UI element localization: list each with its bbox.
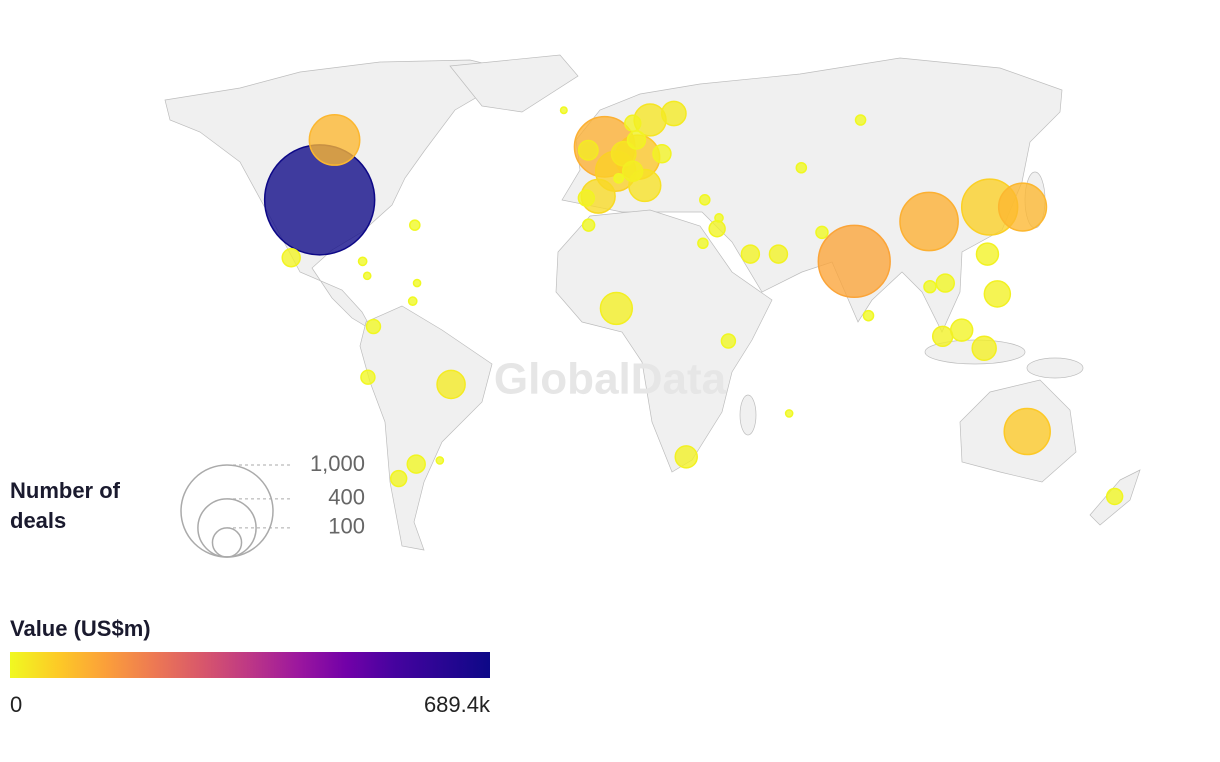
land-greenland [449,54,579,113]
bubble [949,318,974,342]
bubble [862,309,875,322]
bubble [714,213,724,223]
bubble [436,369,466,400]
land-new-guinea [1026,357,1084,379]
bubble [699,194,711,206]
bubble [581,218,596,232]
bubble [817,224,891,299]
bubble [720,333,737,349]
bubble [577,139,599,161]
bubble [624,114,642,132]
bubble [362,271,372,281]
bubble [577,189,596,207]
size-legend-circle [180,464,274,558]
bubble [365,318,382,335]
bubble [621,160,644,182]
land-eurasia [561,57,1063,333]
size-legend-label: 100 [328,514,365,539]
color-legend-label: 0 [10,692,23,717]
land-madagascar [739,394,757,436]
bubble [626,130,647,150]
bubble [768,244,789,264]
size-legend-circle [211,527,243,558]
size-legend-title: Number of deals [10,478,120,533]
land [164,54,1141,551]
bubble [406,454,426,474]
bubble [854,114,867,126]
bubble [740,244,761,264]
bubble [281,248,301,268]
bubble [975,242,1000,266]
bubble [1105,487,1124,506]
bubble [613,172,624,184]
bubble [923,279,937,294]
bubble [697,237,709,250]
color-legend-title: Value (US$m) [10,616,151,641]
size-legend-label: 400 [328,485,365,510]
bubble [652,144,672,164]
bubble [795,161,808,174]
land-africa [555,209,773,473]
bubble [708,220,726,238]
bubble [1003,407,1051,456]
bubble [389,469,408,488]
bubble [931,325,954,348]
bubble [357,256,368,267]
bubble [899,191,959,252]
bubble [263,144,376,256]
land-south-america [359,305,493,551]
bubble [971,335,997,361]
color-bar [10,652,490,678]
bubble [935,273,955,293]
bubble [660,100,687,127]
bubble [360,369,376,385]
bubble [983,280,1012,308]
color-legend-label: 689.4k [423,692,490,717]
bubble [784,409,794,418]
bubble [435,456,445,465]
bubble [815,225,829,240]
bubble [409,219,421,231]
size-legend-label: 1,000 [310,451,365,476]
size-legend: 1,000 400 100 [180,451,365,558]
bubble [599,291,634,326]
watermark: GlobalData [494,355,727,404]
bubble [308,114,361,166]
bubble [407,296,418,307]
bubble [997,182,1048,232]
bubble [559,106,568,115]
bubbles [263,100,1124,506]
bubble [412,278,422,288]
bubble [674,445,698,469]
